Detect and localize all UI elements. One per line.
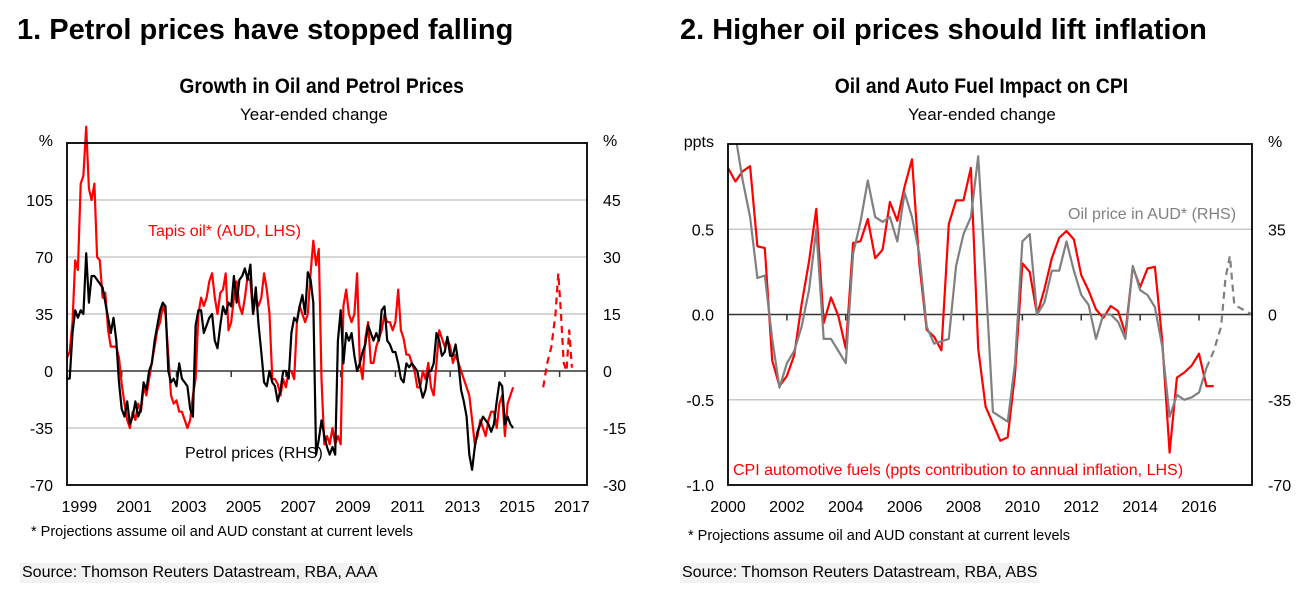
- x-tick-label: 2001: [116, 499, 152, 516]
- y-right-tick-label: -30: [603, 478, 626, 495]
- panel2-heading: 2. Higher oil prices should lift inflati…: [680, 14, 1207, 46]
- x-tick-label: 2014: [1122, 499, 1158, 516]
- y-right-tick-label: -70: [1268, 478, 1291, 495]
- series-line-tapis-oil-projection: [542, 272, 573, 388]
- x-tick-label: 2007: [280, 499, 316, 516]
- oil-price-series-label: Oil price in AUD* (RHS): [1068, 206, 1236, 223]
- chart2-source: Source: Thomson Reuters Datastream, RBA,…: [680, 563, 1040, 583]
- tapis-oil-series-label: Tapis oil* (AUD, LHS): [148, 223, 301, 240]
- x-tick-label: 1999: [62, 499, 98, 516]
- y-left-tick-label: 0.5: [692, 222, 714, 239]
- chart1-title: Growth in Oil and Petrol Prices: [179, 75, 464, 98]
- series-line-petrol-prices-rhs: [67, 252, 514, 471]
- chart2: 0.5 0.0 -0.5 -1.0 35 0 -35 -70 ppts % 2000 2002 2004…: [684, 134, 1291, 516]
- petrol-series-label: Petrol prices (RHS): [185, 445, 323, 462]
- y-right-unit-label: %: [1268, 134, 1282, 151]
- series-line-cpi-automotive-fuels-ppts-contribution-to-annual-inflation-lhs: [727, 158, 1214, 454]
- x-tick-label: 2016: [1181, 499, 1217, 516]
- y-left-tick-label: 105: [26, 193, 53, 210]
- y-right-tick-label: -35: [1268, 393, 1291, 410]
- y-left-tick-label: -70: [30, 478, 53, 495]
- y-left-unit-label: ppts: [684, 134, 714, 151]
- x-tick-label: 2009: [335, 499, 371, 516]
- series-line-tapis-oil-aud-lhs: [65, 125, 515, 446]
- y-left-tick-label: 70: [35, 250, 53, 267]
- y-right-tick-label: 35: [1268, 222, 1286, 239]
- x-tick-label: 2008: [946, 499, 982, 516]
- x-tick-label: 2002: [769, 499, 805, 516]
- x-tick-label: 2012: [1063, 499, 1099, 516]
- series-line-oil-price-in-aud-rhs: [735, 143, 1208, 423]
- x-tick-label: 2003: [171, 499, 207, 516]
- series-line-oil-price-in-aud-projection: [1205, 254, 1253, 369]
- chart1-source: Source: Thomson Reuters Datastream, RBA,…: [20, 563, 380, 583]
- x-tick-label: 2004: [828, 499, 864, 516]
- y-left-tick-label: -1.0: [686, 478, 714, 495]
- chart2-footnote: * Projections assume oil and AUD constan…: [688, 528, 1071, 544]
- y-left-tick-label: -35: [30, 421, 53, 438]
- y-left-tick-label: 0: [44, 364, 53, 381]
- chart1-subtitle: Year-ended change: [240, 105, 388, 124]
- x-tick-label: 2015: [499, 499, 535, 516]
- x-tick-label: 2006: [887, 499, 923, 516]
- x-tick-label: 2013: [445, 499, 481, 516]
- y-right-tick-label: 45: [603, 193, 621, 210]
- chart1: 105 70 35 0 -35 -70 45 30 15 0 -15 -30% % 1999 2001 200…: [26, 125, 626, 516]
- y-right-tick-label: 30: [603, 250, 621, 267]
- y-left-tick-label: 0.0: [692, 308, 714, 325]
- x-tick-label: 2011: [391, 499, 426, 516]
- y-left-tick-label: -0.5: [686, 393, 714, 410]
- x-tick-label: 2010: [1005, 499, 1041, 516]
- x-tick-label: 2005: [226, 499, 262, 516]
- panel1-heading: 1. Petrol prices have stopped falling: [17, 14, 514, 46]
- chart2-subtitle: Year-ended change: [908, 105, 1056, 124]
- y-right-tick-label: -15: [603, 421, 626, 438]
- y-right-tick-label: 0: [603, 364, 612, 381]
- y-right-tick-label: 15: [603, 307, 621, 324]
- x-tick-label: 2000: [710, 499, 746, 516]
- y-right-tick-label: 0: [1268, 308, 1277, 325]
- cpi-fuel-series-label: CPI automotive fuels (ppts contribution …: [733, 462, 1183, 479]
- plot-frame: [66, 142, 588, 486]
- y-left-unit-label: %: [39, 133, 53, 150]
- y-left-tick-label: 35: [35, 307, 53, 324]
- x-tick-label: 2017: [554, 499, 590, 516]
- plot-frame: [727, 143, 1253, 486]
- chart1-footnote: * Projections assume oil and AUD constan…: [31, 524, 414, 540]
- y-right-unit-label: %: [603, 133, 617, 150]
- chart2-title: Oil and Auto Fuel Impact on CPI: [834, 75, 1129, 98]
